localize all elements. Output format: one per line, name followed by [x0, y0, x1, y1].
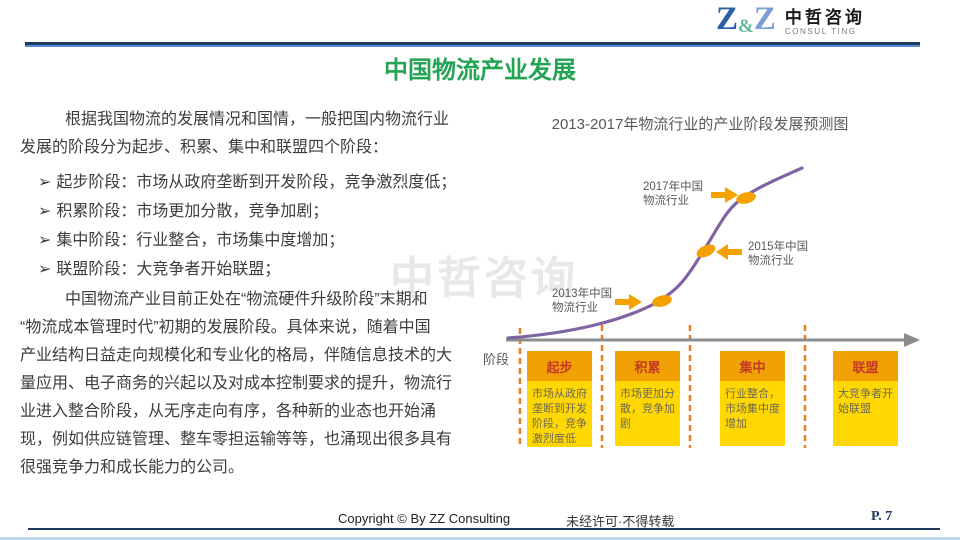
company-logo: Z&Z 中哲咨询 CONSUL TING	[716, 1, 865, 40]
arrow-2015-icon	[716, 244, 742, 260]
bullet-arrow-icon: ➢	[38, 174, 52, 191]
bullet-arrow-icon: ➢	[38, 203, 52, 220]
stage-box-description: 行业整合，市场集中度增加	[720, 381, 785, 446]
footer-divider-rule	[28, 528, 940, 530]
list-item: ➢ 联盟阶段：大竞争者开始联盟；	[38, 255, 458, 284]
bullet-text: 联盟阶段：大竞争者开始联盟；	[56, 261, 281, 278]
stage-box-description: 市场从政府垄断到开发阶段，竞争激烈度低	[527, 381, 592, 447]
curve-marker-2017	[736, 192, 756, 204]
list-item: ➢ 起步阶段：市场从政府垄断到开发阶段，竞争激烈度低；	[38, 168, 458, 197]
stage-box-qibu: 起步 市场从政府垄断到开发阶段，竞争激烈度低	[527, 351, 592, 447]
stage-box-header: 集中	[720, 351, 785, 381]
list-item: ➢ 集中阶段：行业整合，市场集中度增加；	[38, 226, 458, 255]
stage-development-chart	[506, 166, 920, 448]
bullet-text: 积累阶段：市场更加分散，竞争加剧；	[56, 203, 329, 220]
header-divider-rule	[25, 42, 920, 47]
curve-point-label-2013: 2013年中国 物流行业	[552, 288, 613, 314]
chart-title: 2013-2017年物流行业的产业阶段发展预测图	[551, 116, 849, 133]
stage-box-header: 积累	[615, 351, 680, 381]
logo-company-name-cn: 中哲咨询	[784, 7, 865, 27]
arrow-2017-icon	[711, 187, 738, 203]
page-title: 中国物流产业发展	[384, 57, 576, 84]
stage-box-jilei: 积累 市场更加分散，竞争加剧	[615, 351, 680, 446]
stage-axis-label: 阶段	[483, 352, 510, 367]
curve-point-label-2017: 2017年中国 物流行业	[643, 181, 704, 207]
logo-ampersand: &	[738, 16, 754, 37]
bullet-text: 起步阶段：市场从政府垄断到开发阶段，竞争激烈度低；	[56, 174, 457, 191]
stage-box-header: 起步	[527, 351, 592, 381]
slide-bottom-edge	[0, 537, 960, 540]
intro-paragraph: 根据我国物流的发展情况和国情，一般把国内物流行业 发展的阶段分为起步、积累、集中…	[20, 111, 450, 156]
logo-z2: Z	[753, 1, 776, 37]
list-item: ➢ 积累阶段：市场更加分散，竞争加剧；	[38, 197, 458, 226]
curve-marker-2015	[696, 244, 716, 258]
conclusion-paragraph: 中国物流产业目前正处在“物流硬件升级阶段”末期和 “物流成本管理时代”初期的发展…	[20, 291, 453, 476]
logo-z1: Z	[716, 1, 739, 37]
footer-copyright: Copyright © By ZZ Consulting	[338, 511, 511, 526]
page-number: P. 7	[871, 509, 893, 524]
stage-box-description: 大竞争者开始联盟	[833, 381, 898, 446]
curve-point-label-2015: 2015年中国 物流行业	[748, 241, 809, 267]
logo-company-name-en: CONSUL TING	[784, 26, 857, 36]
x-axis-arrowhead	[904, 333, 920, 347]
stage-bullet-list: ➢ 起步阶段：市场从政府垄断到开发阶段，竞争激烈度低； ➢ 积累阶段：市场更加分散，…	[20, 168, 458, 284]
curve-marker-2013	[652, 295, 672, 307]
body-text-block: 根据我国物流的发展情况和国情，一般把国内物流行业 发展的阶段分为起步、积累、集中…	[20, 106, 458, 482]
bullet-arrow-icon: ➢	[38, 232, 52, 249]
stage-box-header: 联盟	[833, 351, 898, 381]
bullet-arrow-icon: ➢	[38, 261, 52, 278]
stage-box-description: 市场更加分散，竞争加剧	[615, 381, 680, 446]
footer-license-notice: 未经许可·不得转载	[566, 514, 675, 529]
bullet-text: 集中阶段：行业整合，市场集中度增加；	[56, 232, 345, 249]
stage-box-lianmeng: 联盟 大竞争者开始联盟	[833, 351, 898, 446]
stage-box-jizhong: 集中 行业整合，市场集中度增加	[720, 351, 785, 446]
logo-zz-mark: Z&Z	[716, 1, 776, 40]
arrow-2013-icon	[615, 294, 642, 310]
logo-text: 中哲咨询 CONSUL TING	[785, 8, 865, 37]
growth-curve	[506, 166, 804, 340]
